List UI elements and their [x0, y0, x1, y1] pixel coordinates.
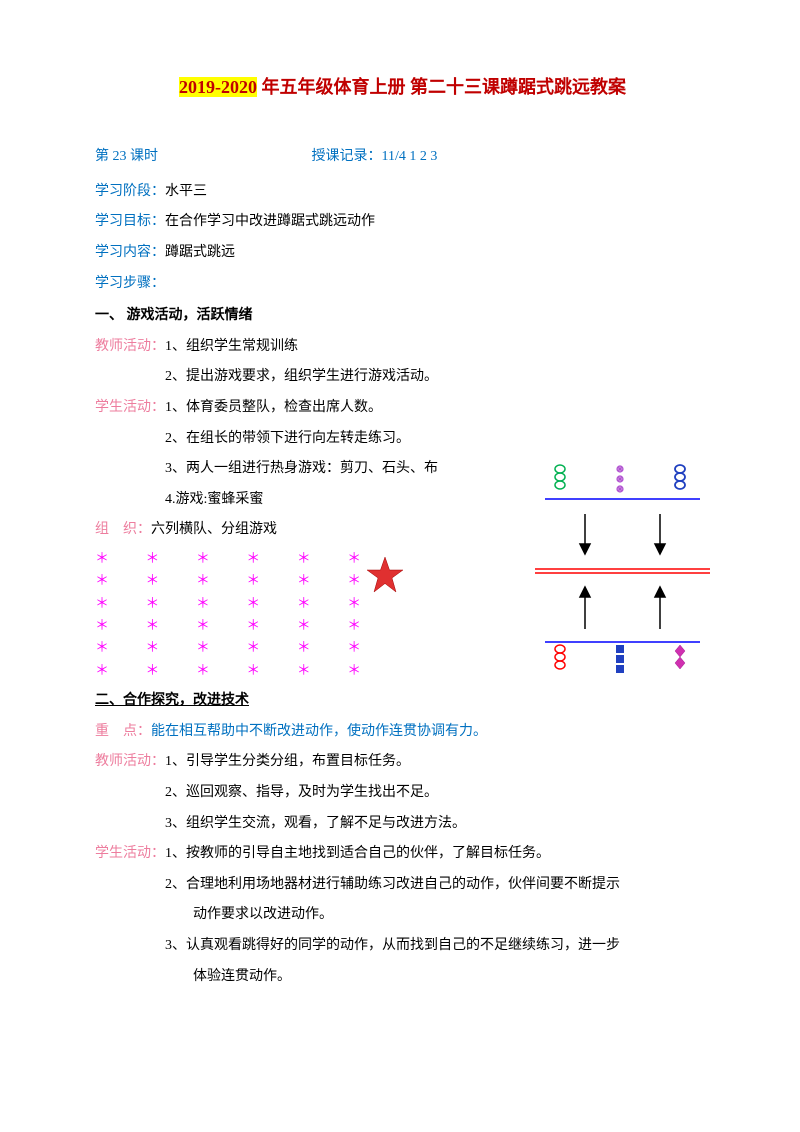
s2-teacher-1: 教师活动：1、引导学生分类分组，布置目标任务。 [95, 749, 710, 776]
s1-teacher-2: 2、提出游戏要求，组织学生进行游戏活动。 [95, 364, 710, 391]
stage-label: 学习阶段： [95, 184, 165, 199]
s2-teacher-3: 3、组织学生交流，观看，了解不足与改进方法。 [95, 811, 710, 838]
s1-student-2: 2、在组长的带领下进行向左转走练习。 [95, 426, 710, 453]
top-blue-column [675, 465, 685, 489]
s2-student-3a: 3、认真观看跳得好的同学的动作，从而找到自己的不足继续练习，进一步 [95, 933, 710, 960]
s2-student-3b: 体验连贯动作。 [95, 964, 710, 991]
content-value: 蹲踞式跳远 [165, 245, 235, 260]
top-green-column [555, 465, 565, 489]
goal-label: 学习目标： [95, 214, 165, 229]
star-icon [365, 555, 405, 595]
s2-student-2b: 动作要求以改进动作。 [95, 902, 710, 929]
focus-value: 能在相互帮助中不断改进动作，使动作连贯协调有力。 [151, 724, 487, 739]
content-row: 学习内容：蹲踞式跳远 [95, 240, 710, 267]
focus-label: 重点： [95, 724, 151, 739]
bottom-blue-column [616, 645, 624, 673]
document-title: 2019-2020 年五年级体育上册 第二十三课蹲踞式跳远教案 [95, 70, 710, 104]
lesson-line: 第 23 课时 授课记录：11/4 1 2 3 [95, 144, 710, 171]
teacher-label: 教师活动： [95, 339, 165, 354]
bottom-red-column [555, 645, 565, 669]
stage-value: 水平三 [165, 184, 207, 199]
title-year: 2019-2020 [179, 77, 257, 97]
section2-heading: 二、合作探究，改进技术 [95, 688, 710, 715]
section1-heading: 一、 游戏活动，活跃情绪 [95, 303, 710, 330]
goal-value: 在合作学习中改进蹲踞式跳远动作 [165, 214, 375, 229]
goal-row: 学习目标：在合作学习中改进蹲踞式跳远动作 [95, 209, 710, 236]
down-arrows [580, 514, 665, 554]
focus-row: 重点：能在相互帮助中不断改进动作，使动作连贯协调有力。 [95, 719, 710, 746]
lesson-number: 第 23 课时 [95, 144, 158, 171]
top-purple-column [617, 466, 623, 492]
title-rest: 年五年级体育上册 第二十三课蹲踞式跳远教案 [257, 77, 626, 97]
steps-label: 学习步骤： [95, 276, 165, 291]
s1-student-1: 学生活动：1、体育委员整队，检查出席人数。 [95, 395, 710, 422]
s1-teacher-1: 教师活动：1、组织学生常规训练 [95, 334, 710, 361]
content-label: 学习内容： [95, 245, 165, 260]
bottom-magenta-column [675, 645, 685, 669]
diagram-area: 4.游戏:蜜蜂采蜜 组织：六列横队、分组游戏 ＊ ＊ ＊ ＊ ＊ ＊ ＊ ＊ ＊… [95, 487, 710, 683]
student-label-2: 学生活动： [95, 846, 165, 861]
steps-row: 学习步骤： [95, 271, 710, 298]
s2-student-2a: 2、合理地利用场地器材进行辅助练习改进自己的动作，伙伴间要不断提示 [95, 872, 710, 899]
stage-row: 学习阶段：水平三 [95, 179, 710, 206]
game-diagram [510, 459, 730, 679]
up-arrows [580, 587, 665, 629]
org-label: 组织： [95, 522, 151, 537]
teacher-label-2: 教师活动： [95, 754, 165, 769]
lesson-record: 授课记录：11/4 1 2 3 [312, 144, 438, 171]
s2-student-1: 学生活动：1、按教师的引导自主地找到适合自己的伙伴，了解目标任务。 [95, 841, 710, 868]
s2-teacher-2: 2、巡回观察、指导，及时为学生找出不足。 [95, 780, 710, 807]
student-label: 学生活动： [95, 400, 165, 415]
